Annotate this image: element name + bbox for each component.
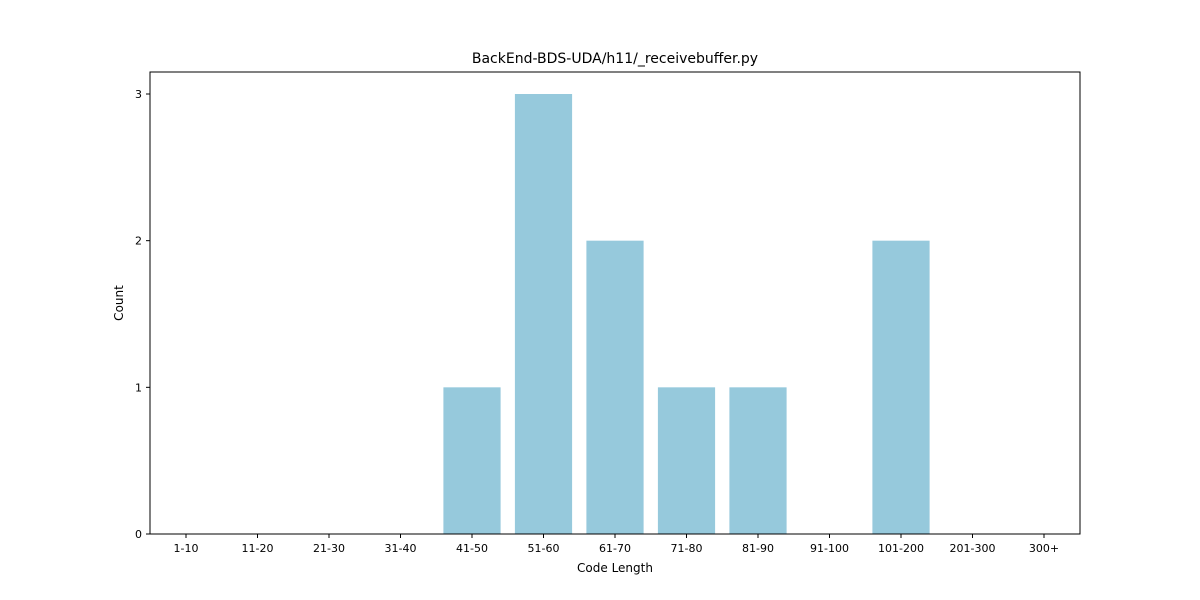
y-tick-label: 3 (135, 88, 142, 101)
bar-51-60 (514, 94, 573, 534)
x-tick-label: 101-200 (878, 542, 924, 555)
bar-81-90 (729, 387, 787, 534)
y-tick-label: 1 (135, 381, 142, 394)
x-axis: 1-10 11-20 21-30 31-40 41-50 51-60 61-70 71-80 8… (174, 534, 1059, 555)
y-axis-label: Count (112, 285, 126, 321)
x-tick-label: 41-50 (456, 542, 488, 555)
x-tick-label: 51-60 (528, 542, 560, 555)
y-tick-label: 2 (135, 235, 142, 248)
bar-101-200 (872, 240, 930, 535)
x-tick-label: 1-10 (174, 542, 199, 555)
bar-61-70 (586, 240, 644, 535)
x-tick-label: 300+ (1029, 542, 1059, 555)
x-tick-label: 11-20 (242, 542, 274, 555)
bar-41-50 (443, 387, 501, 534)
x-tick-label: 61-70 (599, 542, 631, 555)
x-tick-label: 81-90 (742, 542, 774, 555)
y-axis: 0 1 2 3 (135, 88, 150, 541)
x-tick-label: 31-40 (385, 542, 417, 555)
y-tick-label: 0 (135, 528, 142, 541)
x-tick-label: 71-80 (671, 542, 703, 555)
bars-group (443, 94, 930, 535)
x-tick-label: 91-100 (810, 542, 849, 555)
x-tick-label: 21-30 (313, 542, 345, 555)
x-tick-label: 201-300 (950, 542, 996, 555)
chart-title: BackEnd-BDS-UDA/h11/_receivebuffer.py (472, 51, 758, 67)
x-axis-label: Code Length (577, 561, 653, 575)
bar-71-80 (657, 387, 716, 534)
